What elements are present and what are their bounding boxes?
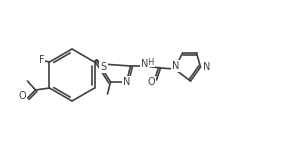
Text: N: N: [203, 62, 210, 72]
Text: H: H: [147, 58, 154, 67]
Text: F: F: [39, 55, 44, 65]
Text: N: N: [123, 77, 130, 87]
Text: S: S: [100, 62, 107, 72]
Text: N: N: [172, 61, 179, 71]
Text: O: O: [148, 77, 155, 87]
Text: N: N: [141, 59, 148, 69]
Text: O: O: [19, 91, 26, 101]
